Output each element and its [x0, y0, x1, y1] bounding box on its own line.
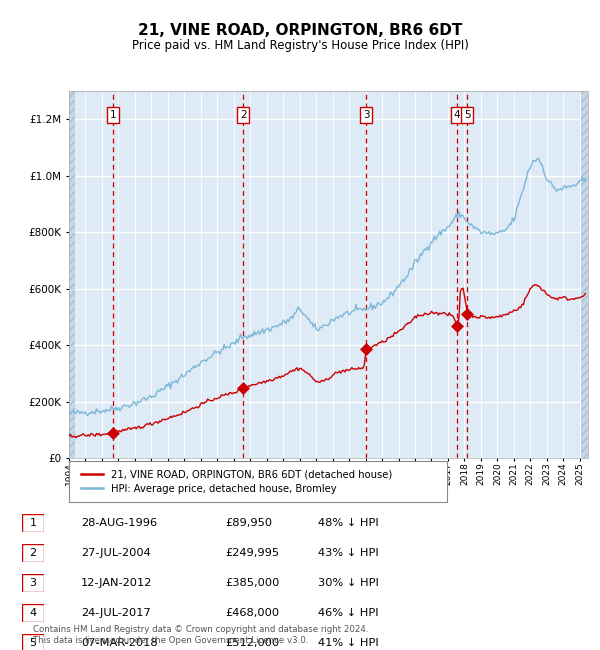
Text: £468,000: £468,000: [225, 608, 279, 618]
Text: 27-JUL-2004: 27-JUL-2004: [81, 548, 151, 558]
Text: 24-JUL-2017: 24-JUL-2017: [81, 608, 151, 618]
Text: 2: 2: [240, 110, 247, 120]
FancyBboxPatch shape: [69, 462, 447, 502]
Text: 07-MAR-2018: 07-MAR-2018: [81, 638, 158, 648]
Text: 5: 5: [29, 638, 37, 648]
FancyBboxPatch shape: [22, 604, 44, 622]
Text: Price paid vs. HM Land Registry's House Price Index (HPI): Price paid vs. HM Land Registry's House …: [131, 39, 469, 52]
Legend: 21, VINE ROAD, ORPINGTON, BR6 6DT (detached house), HPI: Average price, detached: 21, VINE ROAD, ORPINGTON, BR6 6DT (detac…: [78, 467, 395, 497]
FancyBboxPatch shape: [22, 544, 44, 562]
Text: 30% ↓ HPI: 30% ↓ HPI: [318, 578, 379, 588]
Text: 21, VINE ROAD, ORPINGTON, BR6 6DT: 21, VINE ROAD, ORPINGTON, BR6 6DT: [138, 23, 462, 38]
FancyBboxPatch shape: [22, 634, 44, 650]
Text: £385,000: £385,000: [225, 578, 280, 588]
Text: 28-AUG-1996: 28-AUG-1996: [81, 518, 157, 528]
Text: 1: 1: [109, 110, 116, 120]
Bar: [581, 91, 589, 458]
Text: Contains HM Land Registry data © Crown copyright and database right 2024.
This d: Contains HM Land Registry data © Crown c…: [33, 625, 368, 645]
Text: 41% ↓ HPI: 41% ↓ HPI: [318, 638, 379, 648]
Text: 48% ↓ HPI: 48% ↓ HPI: [318, 518, 379, 528]
FancyBboxPatch shape: [22, 574, 44, 592]
Text: 4: 4: [454, 110, 460, 120]
Text: 2: 2: [29, 548, 37, 558]
Bar: [69, 91, 75, 458]
Text: 12-JAN-2012: 12-JAN-2012: [81, 578, 152, 588]
FancyBboxPatch shape: [22, 514, 44, 532]
Text: 46% ↓ HPI: 46% ↓ HPI: [318, 608, 379, 618]
Text: 3: 3: [363, 110, 370, 120]
Text: 1: 1: [29, 518, 37, 528]
Text: 3: 3: [29, 578, 37, 588]
Text: 4: 4: [29, 608, 37, 618]
Text: £512,000: £512,000: [225, 638, 279, 648]
Text: £89,950: £89,950: [225, 518, 272, 528]
Text: 43% ↓ HPI: 43% ↓ HPI: [318, 548, 379, 558]
Text: £249,995: £249,995: [225, 548, 279, 558]
Text: 5: 5: [464, 110, 471, 120]
